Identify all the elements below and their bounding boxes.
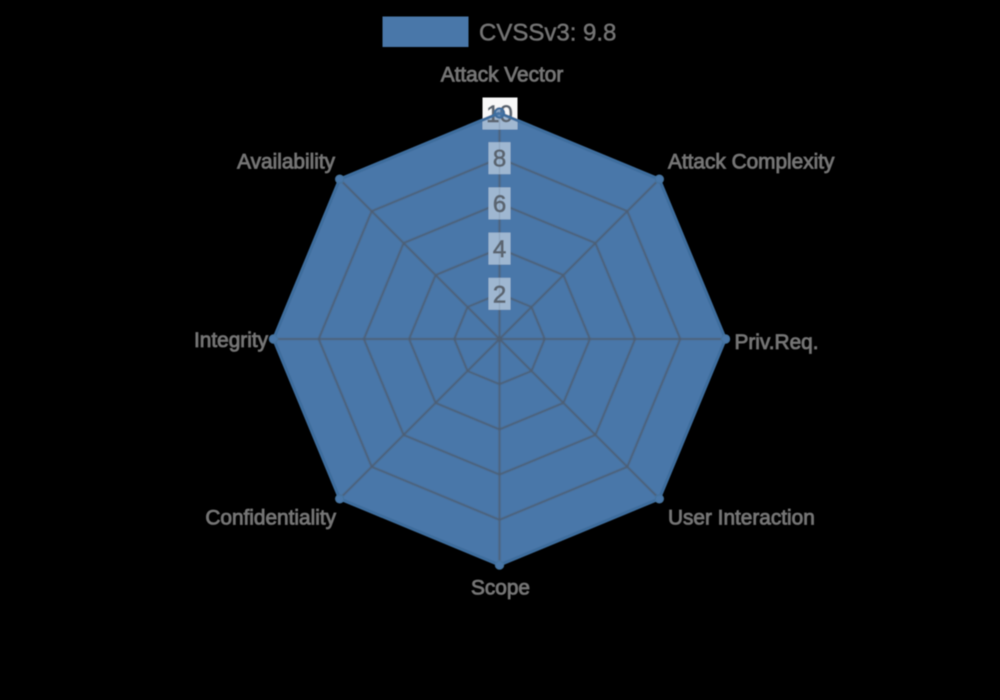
- svg-text:Confidentiality: Confidentiality: [205, 507, 336, 530]
- svg-text:CVSSv3: 9.8: CVSSv3: 9.8: [479, 20, 616, 47]
- svg-text:2: 2: [493, 281, 506, 308]
- svg-text:User Interaction: User Interaction: [668, 507, 815, 530]
- svg-text:6: 6: [493, 191, 506, 218]
- svg-text:Availability: Availability: [237, 151, 335, 174]
- svg-text:Integrity: Integrity: [194, 329, 269, 352]
- svg-text:Attack Complexity: Attack Complexity: [668, 151, 835, 174]
- svg-text:Scope: Scope: [471, 577, 530, 600]
- svg-text:8: 8: [493, 146, 506, 173]
- svg-text:Attack Vector: Attack Vector: [441, 64, 564, 87]
- svg-text:4: 4: [493, 236, 506, 263]
- svg-text:Priv.Req.: Priv.Req.: [735, 331, 819, 354]
